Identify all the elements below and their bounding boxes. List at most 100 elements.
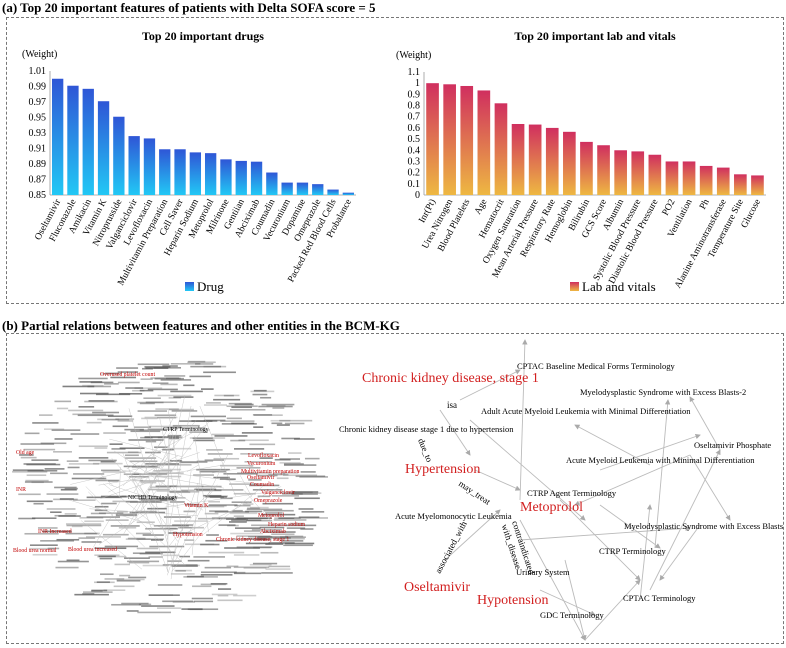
bar <box>204 153 217 195</box>
cloud-entity-mark <box>233 572 262 575</box>
cloud-entity-mark <box>132 389 145 392</box>
cloud-entity-mark <box>113 585 135 588</box>
node-oseltamivir: Oseltamivir <box>404 580 470 595</box>
cloud-entity-mark <box>298 516 320 519</box>
cloud-entity-mark <box>24 481 53 483</box>
cloud-entity-mark <box>129 475 150 478</box>
edge-label-isa: isa <box>447 400 457 410</box>
cloud-entity-mark <box>300 528 314 530</box>
chart-title: Top 20 important lab and vitals <box>514 29 676 43</box>
cloud-entity-mark <box>108 480 119 482</box>
cloud-entity-mark <box>145 451 161 454</box>
cloud-entity-mark <box>150 377 180 379</box>
cloud-entity-mark <box>103 432 126 434</box>
cloud-entity-mark <box>142 534 164 536</box>
cloud-entity-mark <box>194 488 217 491</box>
cloud-entity-mark <box>73 473 105 475</box>
bar <box>342 192 355 195</box>
y-tick-label: 0.6 <box>408 123 421 134</box>
cloud-entity-mark <box>86 421 102 424</box>
cloud-entity-mark <box>94 581 115 584</box>
cloud-edge <box>109 438 183 457</box>
cloud-entity-mark <box>104 383 119 385</box>
cloud-entity-mark <box>276 477 289 480</box>
cloud-edge <box>186 464 199 472</box>
cloud-entity-mark <box>78 457 109 459</box>
cloud-highlight-label: Hypotension <box>173 532 203 538</box>
graph-edge <box>519 525 691 541</box>
cloud-entity-mark <box>68 409 104 412</box>
cloud-highlight-label: Levofloxacin <box>248 452 279 459</box>
cloud-entity-mark <box>268 473 289 476</box>
cloud-edge <box>203 486 263 535</box>
cloud-edge <box>133 479 178 542</box>
cloud-entity-mark <box>273 537 305 540</box>
y-tick-label: 0.85 <box>29 190 47 201</box>
bar <box>51 78 64 195</box>
bar <box>460 85 474 195</box>
cloud-entity-mark <box>211 433 234 436</box>
cloud-entity-mark <box>292 491 319 493</box>
cloud-entity-mark <box>137 363 170 366</box>
y-tick-label: 0.2 <box>408 168 421 179</box>
cloud-entity-mark <box>98 555 116 558</box>
cloud-entity-mark <box>137 401 164 404</box>
cloud-entity-mark <box>283 464 317 466</box>
cloud-entity-mark <box>179 526 193 529</box>
cloud-entity-mark <box>175 570 186 572</box>
cloud-edge <box>98 506 158 545</box>
bar <box>716 167 730 195</box>
cloud-entity-mark <box>192 437 214 440</box>
cloud-entity-mark <box>203 371 236 374</box>
cloud-entity-mark <box>185 503 200 506</box>
y-tick-label: 0.1 <box>408 179 421 190</box>
cloud-entity-mark <box>199 470 227 473</box>
cloud-entity-mark <box>291 493 318 495</box>
cloud-entity-mark <box>196 460 214 462</box>
cloud-entity-mark <box>271 422 283 425</box>
bar <box>665 161 679 195</box>
cloud-highlight-label: Vitamin K <box>184 503 209 509</box>
edge-label-associated-with: associated_with <box>433 519 469 575</box>
y-tick-label: 0 <box>415 190 420 201</box>
cloud-entity-mark <box>251 528 282 531</box>
cloud-entity-mark <box>128 576 147 579</box>
y-tick-label: 0.95 <box>29 113 47 124</box>
cloud-entity-mark <box>123 473 140 476</box>
cloud-entity-mark <box>282 472 299 474</box>
cloud-entity-mark <box>283 463 304 465</box>
cloud-entity-mark <box>24 432 40 435</box>
y-tick-label: 0.93 <box>29 128 47 139</box>
cloud-entity-mark <box>86 536 121 538</box>
cloud-edge <box>139 434 174 513</box>
cloud-entity-mark <box>284 524 317 527</box>
cloud-entity-mark <box>206 449 223 451</box>
cloud-entity-mark <box>145 401 178 404</box>
bar <box>113 116 125 195</box>
cloud-edge <box>126 421 209 531</box>
cloud-entity-mark <box>184 543 215 546</box>
cloud-entity-mark <box>189 431 208 433</box>
cloud-entity-mark <box>252 414 273 416</box>
cloud-entity-mark <box>268 565 291 568</box>
cloud-entity-mark <box>170 573 195 575</box>
cloud-entity-mark <box>119 574 131 577</box>
cloud-entity-mark <box>23 448 56 451</box>
cloud-entity-mark <box>50 472 68 475</box>
node-cptac-baseline: CPTAC Baseline Medical Forms Terminology <box>517 361 675 371</box>
cloud-entity-mark <box>172 424 200 427</box>
bar <box>597 145 610 195</box>
edge-label-may-treat: may_treat <box>457 478 493 507</box>
cloud-entity-mark <box>170 427 206 429</box>
cloud-entity-mark <box>78 406 95 408</box>
legend-label: Lab and vitals <box>582 279 656 294</box>
cloud-entity-mark <box>24 532 59 535</box>
cloud-entity-mark <box>184 539 195 541</box>
cloud-entity-mark <box>301 511 325 513</box>
cloud-entity-mark <box>88 459 117 462</box>
cloud-entity-mark <box>153 366 182 369</box>
cloud-entity-mark <box>28 547 55 550</box>
cloud-entity-mark <box>204 404 228 406</box>
cloud-entity-mark <box>245 510 262 513</box>
cloud-entity-mark <box>210 582 228 585</box>
